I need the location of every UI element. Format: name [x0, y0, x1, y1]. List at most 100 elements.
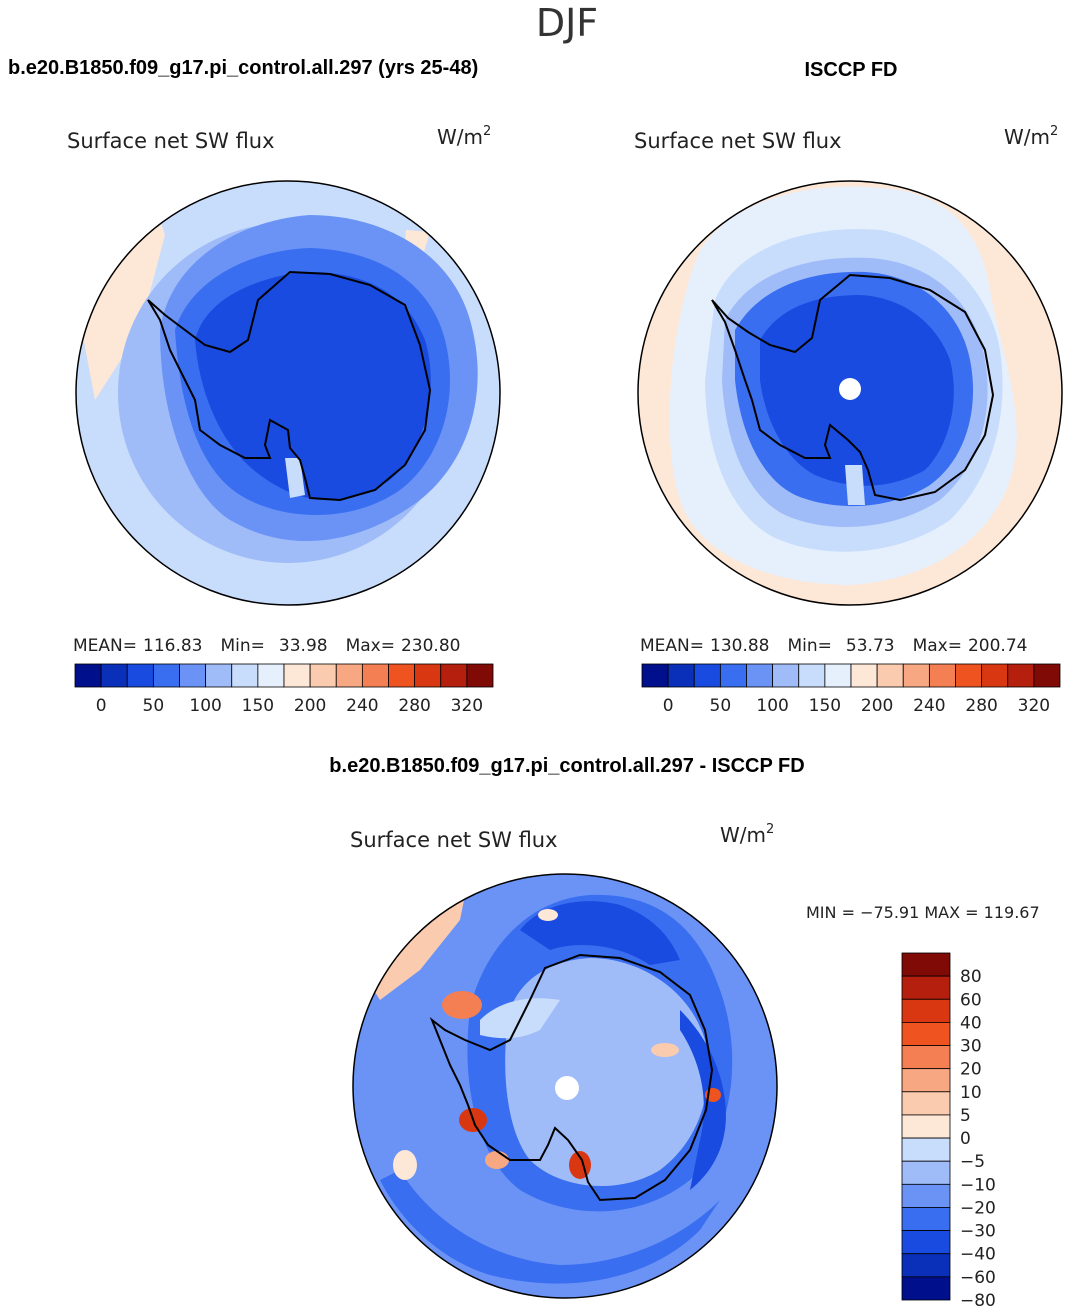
obs-map-border — [637, 180, 1063, 606]
obs-header: ISCCP FD — [805, 59, 898, 81]
colorbar-swatch — [901, 1230, 951, 1255]
colorbar-tick-label: −80 — [960, 1291, 996, 1310]
colorbar-tick-label: 50 — [710, 696, 732, 716]
colorbar-tick-label: 60 — [960, 990, 982, 1010]
colorbar-swatch — [901, 1253, 951, 1278]
model-map-panel: Surface net SW flux W/m2 MEAN= 116.83 Min=… — [67, 124, 501, 716]
colorbar-tick-label: −40 — [960, 1245, 996, 1265]
colorbar-swatch — [901, 1207, 951, 1232]
colorbar-swatch — [74, 663, 102, 688]
colorbar-swatch — [901, 1068, 951, 1093]
colorbar-swatch — [257, 663, 285, 688]
colorbar-tick-label: 240 — [913, 696, 945, 716]
colorbar-swatch — [850, 663, 878, 688]
colorbar-tick-label: 240 — [346, 696, 378, 716]
obs-antarctica-coastline — [711, 273, 995, 502]
season-title: DJF — [536, 1, 598, 45]
obs-stats: MEAN= 130.88 Min= 53.73 Max= 200.74 — [640, 636, 1027, 656]
diff-map-title: Surface net SW flux — [350, 828, 558, 852]
colorbar-tick-label: 150 — [809, 696, 841, 716]
colorbar-swatch — [901, 1045, 951, 1070]
colorbar-swatch — [1033, 663, 1061, 688]
colorbar-swatch — [283, 663, 311, 688]
colorbar-tick-label: 40 — [960, 1013, 982, 1033]
colorbar-swatch — [667, 663, 695, 688]
colorbar-swatch — [824, 663, 852, 688]
colorbar-swatch — [901, 998, 951, 1023]
colorbar-tick-label: 280 — [398, 696, 430, 716]
colorbar-swatch — [901, 1137, 951, 1162]
colorbar-swatch — [152, 663, 180, 688]
colorbar-swatch — [901, 1114, 951, 1139]
obs-pole-gap — [839, 378, 861, 400]
colorbar-swatch — [955, 663, 983, 688]
model-map-border — [75, 180, 501, 606]
obs-map-panel: Surface net SW flux W/m2 MEAN= 130.88 Min=… — [634, 124, 1063, 716]
colorbar-swatch — [309, 663, 337, 688]
colorbar-swatch — [466, 663, 494, 688]
colorbar-tick-label: 100 — [756, 696, 788, 716]
model-stats: MEAN= 116.83 Min= 33.98 Max= 230.80 — [73, 636, 460, 656]
colorbar-swatch — [901, 952, 951, 977]
model-map-field — [76, 181, 500, 605]
obs-map-title: Surface net SW flux — [634, 129, 842, 153]
obs-colorbar: 0 50 100 150 200 240 280 320 — [641, 663, 1061, 716]
colorbar-swatch — [126, 663, 154, 688]
colorbar-swatch — [1007, 663, 1035, 688]
colorbar-swatch — [388, 663, 416, 688]
diff-colorbar: 80 60 40 30 20 10 5 0 −5 −10 −20 −30 −40 −60 −80 — [901, 952, 996, 1310]
diff-header: b.e20.B1850.f09_g17.pi_control.all.297 -… — [329, 755, 804, 777]
colorbar-swatch — [981, 663, 1009, 688]
colorbar-swatch — [901, 1022, 951, 1046]
colorbar-tick-label: 320 — [1018, 696, 1050, 716]
colorbar-swatch — [693, 663, 721, 688]
model-antarctica-coastline — [147, 270, 432, 502]
colorbar-swatch — [798, 663, 826, 688]
colorbar-tick-label: −20 — [960, 1198, 996, 1218]
colorbar-swatch — [641, 663, 669, 688]
colorbar-swatch — [335, 663, 363, 688]
model-header: b.e20.B1850.f09_g17.pi_control.all.297 (… — [8, 57, 478, 79]
colorbar-swatch — [928, 663, 956, 688]
colorbar-tick-label: 0 — [96, 696, 107, 716]
colorbar-tick-label: 50 — [143, 696, 165, 716]
colorbar-swatch — [414, 663, 442, 688]
colorbar-swatch — [876, 663, 904, 688]
colorbar-swatch — [719, 663, 747, 688]
colorbar-tick-label: −30 — [960, 1222, 996, 1242]
colorbar-tick-label: 100 — [189, 696, 221, 716]
colorbar-tick-label: 150 — [242, 696, 274, 716]
obs-units: W/m2 — [1004, 124, 1058, 149]
model-map-title: Surface net SW flux — [67, 129, 275, 153]
colorbar-swatch — [901, 1160, 951, 1185]
colorbar-tick-label: 80 — [960, 967, 982, 987]
colorbar-tick-label: 200 — [861, 696, 893, 716]
colorbar-swatch — [746, 663, 774, 688]
colorbar-tick-label: 30 — [960, 1037, 982, 1057]
model-units: W/m2 — [437, 124, 491, 149]
colorbar-tick-label: 280 — [965, 696, 997, 716]
colorbar-swatch — [901, 1091, 951, 1116]
colorbar-tick-label: −10 — [960, 1175, 996, 1195]
colorbar-tick-label: 0 — [663, 696, 674, 716]
model-colorbar: 0 50 100 150 200 240 280 320 — [74, 663, 494, 716]
colorbar-tick-label: 320 — [451, 696, 483, 716]
colorbar-swatch — [772, 663, 800, 688]
diff-minmax: MIN = −75.91 MAX = 119.67 — [806, 903, 1040, 922]
colorbar-swatch — [440, 663, 468, 688]
diff-map-panel: Surface net SW flux W/m2 MIN = −75.91 MA… — [350, 822, 1040, 1310]
colorbar-swatch — [100, 663, 128, 688]
diff-map-border — [352, 873, 778, 1299]
diff-units: W/m2 — [720, 822, 774, 847]
colorbar-swatch — [901, 1276, 951, 1301]
colorbar-swatch — [205, 663, 233, 688]
colorbar-swatch — [902, 663, 930, 688]
colorbar-tick-label: 10 — [960, 1083, 982, 1103]
colorbar-tick-label: 20 — [960, 1060, 982, 1080]
colorbar-swatch — [361, 663, 389, 688]
diff-pole-gap — [555, 1076, 579, 1100]
colorbar-swatch — [901, 1183, 951, 1208]
diff-antarctica-coastline — [429, 953, 714, 1202]
colorbar-swatch — [901, 975, 951, 1000]
